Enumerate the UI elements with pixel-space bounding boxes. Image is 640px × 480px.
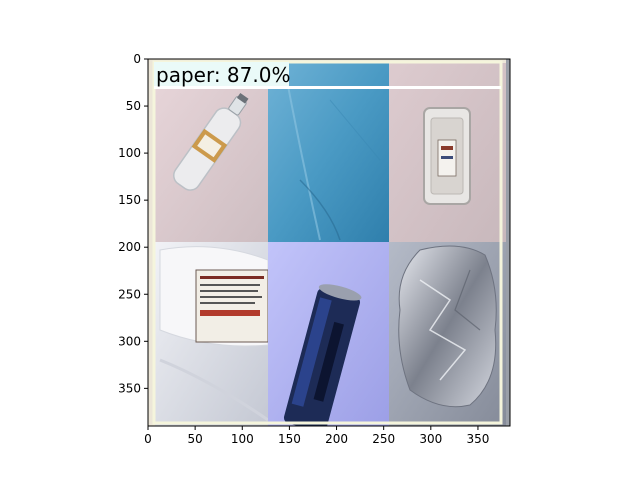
detection-label: paper: 87.0% (156, 63, 290, 87)
x-tick-label: 50 (187, 432, 202, 446)
milk-jug-tile (155, 242, 269, 426)
x-axis: 0 50 100 150 200 250 300 350 (144, 426, 489, 446)
y-tick-label: 0 (133, 52, 141, 66)
detection-box (152, 60, 503, 425)
y-tick-label: 300 (118, 334, 141, 348)
x-tick-label: 0 (144, 432, 152, 446)
image-composite: paper: 87.0% (148, 59, 510, 426)
aluminum-foil-tile (389, 242, 506, 426)
y-tick-label: 50 (126, 99, 141, 113)
x-tick-label: 350 (466, 432, 489, 446)
x-tick-label: 150 (278, 432, 301, 446)
y-tick-label: 100 (118, 146, 141, 160)
plastic-tray-tile (389, 63, 506, 242)
blue-paper-tile (268, 63, 389, 242)
y-tick-label: 200 (118, 240, 141, 254)
y-axis: 0 50 100 150 200 250 300 350 (118, 52, 148, 395)
y-tick-label: 250 (118, 287, 141, 301)
y-tick-label: 150 (118, 193, 141, 207)
y-tick-label: 350 (118, 381, 141, 395)
x-tick-label: 250 (372, 432, 395, 446)
x-tick-label: 300 (419, 432, 442, 446)
plastic-bottle-tile (155, 88, 268, 242)
detection-label-background (154, 62, 289, 88)
soda-can-tile (268, 242, 389, 426)
detection-label-bar (154, 86, 501, 89)
x-tick-label: 100 (231, 432, 254, 446)
axes-frame (147, 58, 511, 427)
x-tick-label: 200 (325, 432, 348, 446)
